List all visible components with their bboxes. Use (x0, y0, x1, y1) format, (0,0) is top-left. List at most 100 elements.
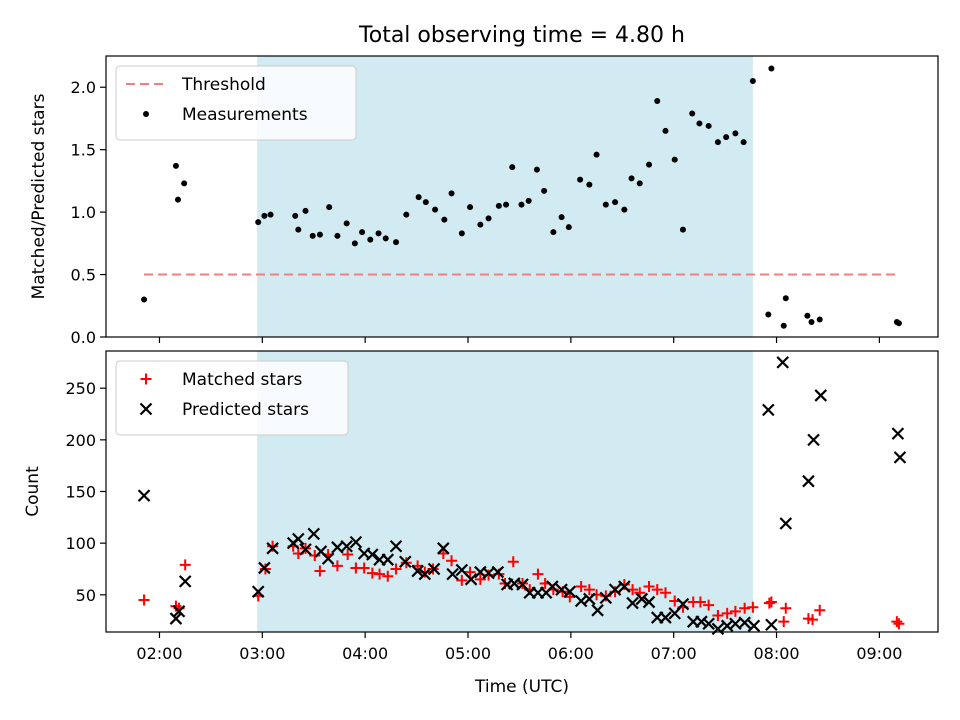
ratio-series-0-point (541, 187, 548, 194)
ratio-series-0-point (477, 221, 484, 228)
count-series-1-point (618, 580, 631, 593)
ratio-series-0-point (636, 180, 643, 187)
ratio-series-0-point (577, 176, 584, 183)
ratio-series-0-point (593, 151, 600, 158)
count-series-0-point (309, 550, 321, 562)
count-series-1-point (659, 611, 672, 624)
y-tick-label: 0.5 (71, 266, 96, 285)
y-tick-label: 50 (76, 586, 96, 605)
ratio-series-0-point (255, 219, 262, 226)
ratio-series-0-point (662, 127, 669, 134)
count-series-0-point (456, 574, 468, 586)
ratio-series-0-point (808, 319, 815, 326)
x-tick-label: 09:00 (856, 644, 902, 663)
ratio-series-0-point (267, 211, 274, 218)
count-series-1-point (635, 592, 649, 606)
ratio-series-0-point (292, 212, 299, 219)
count-series-1-point (776, 356, 789, 369)
ratio-series-0-point (565, 224, 572, 231)
ratio-series-0-point (714, 139, 721, 146)
count-series-0-point (659, 587, 671, 599)
count-series-1-point (546, 580, 559, 593)
count-series-0-point (138, 594, 150, 606)
ratio-series-0-point (816, 316, 823, 323)
ratio-series-0-point (403, 211, 410, 218)
ratio-series-0-point (749, 77, 756, 84)
ratio-series-0-point (671, 156, 678, 163)
count-series-1-point (807, 433, 820, 447)
count-series-0-point (374, 568, 386, 580)
legend-marker (140, 373, 152, 385)
count-series-1-point (814, 389, 828, 402)
count-series-1-point (891, 427, 905, 440)
ratio-series-0-point (334, 232, 341, 239)
count-series-0-point (643, 581, 655, 593)
count-series-0-point (179, 559, 191, 571)
count-series-0-point (807, 614, 819, 626)
ratio-series-0-point (765, 311, 772, 318)
count-series-1-point (349, 535, 363, 549)
count-series-1-point (437, 542, 450, 555)
ratio-series-0-point (458, 230, 465, 237)
x-tick-label: 07:00 (651, 644, 697, 663)
ratio-series-0-point (326, 204, 333, 211)
ratio-series-0-point (393, 239, 400, 246)
count-series-1-point (137, 489, 151, 502)
ratio-series-0-point (780, 322, 787, 329)
count-series-0-point (739, 602, 751, 614)
count-legend: Matched stars Predicted stars (115, 360, 349, 436)
ratio-series-0-point (628, 175, 635, 182)
ratio-series-0-point (351, 240, 358, 247)
ratio-series-0-point (732, 130, 739, 137)
ratio-panel: 0.0 0.5 1.0 1.5 2.0 Matched/Predicted stars Th… (29, 55, 939, 347)
y-tick-label: 1.5 (71, 141, 96, 160)
ratio-series-0-point (302, 207, 309, 214)
count-series-0-point (814, 604, 826, 616)
count-series-0-point (721, 607, 733, 619)
count-series-1-point (411, 564, 424, 578)
count-series-0-point (780, 602, 792, 614)
ratio-series-0-point (705, 122, 712, 129)
ratio-series-0-point (172, 162, 179, 169)
ratio-series-0-point (467, 204, 474, 211)
x-tick-label: 06:00 (548, 644, 594, 663)
count-series-1-point (563, 585, 577, 598)
ratio-series-0-point (141, 296, 148, 303)
count-series-0-point (575, 581, 587, 593)
x-tick-label: 05:00 (445, 644, 491, 663)
count-series-0-point (314, 565, 326, 577)
count-series-0-point (419, 566, 431, 578)
ratio-series-0-point (525, 197, 532, 204)
ratio-series-0-point (415, 194, 422, 201)
count-series-1-point (626, 596, 639, 610)
count-series-1-point (307, 527, 321, 541)
ratio-series-0-point (448, 190, 455, 197)
ratio-series-0-point (602, 201, 609, 208)
count-series-1-point (608, 583, 622, 596)
ratio-series-0-point (295, 226, 302, 233)
legend-label: Matched stars (182, 370, 302, 390)
ratio-series-0-point (181, 180, 188, 187)
ratio-series-0-point (367, 236, 374, 243)
legend-marker (143, 111, 149, 117)
count-series-1-point (747, 619, 761, 633)
count-series-1-point (418, 567, 432, 581)
x-tick-label: 08:00 (753, 644, 799, 663)
count-series-1-point (381, 553, 395, 566)
ratio-y-axis-label: Matched/Predicted stars (29, 93, 49, 299)
count-series-0-point (651, 584, 663, 596)
count-series-0-point (583, 584, 595, 596)
ratio-series-0-point (261, 212, 268, 219)
count-series-1-point (591, 604, 604, 617)
x-tick-label: 03:00 (239, 644, 285, 663)
count-y-axis-label: Count (23, 466, 43, 517)
ratio-series-0-point (518, 201, 525, 208)
y-tick-label: 100 (65, 534, 96, 553)
x-axis-label: Time (UTC) (474, 677, 569, 697)
count-series-1-point (491, 565, 505, 579)
count-series-1-point (642, 595, 656, 609)
count-series-0-point (747, 601, 759, 613)
x-tick-label: 02:00 (136, 644, 182, 663)
count-series-1-point (251, 585, 265, 598)
